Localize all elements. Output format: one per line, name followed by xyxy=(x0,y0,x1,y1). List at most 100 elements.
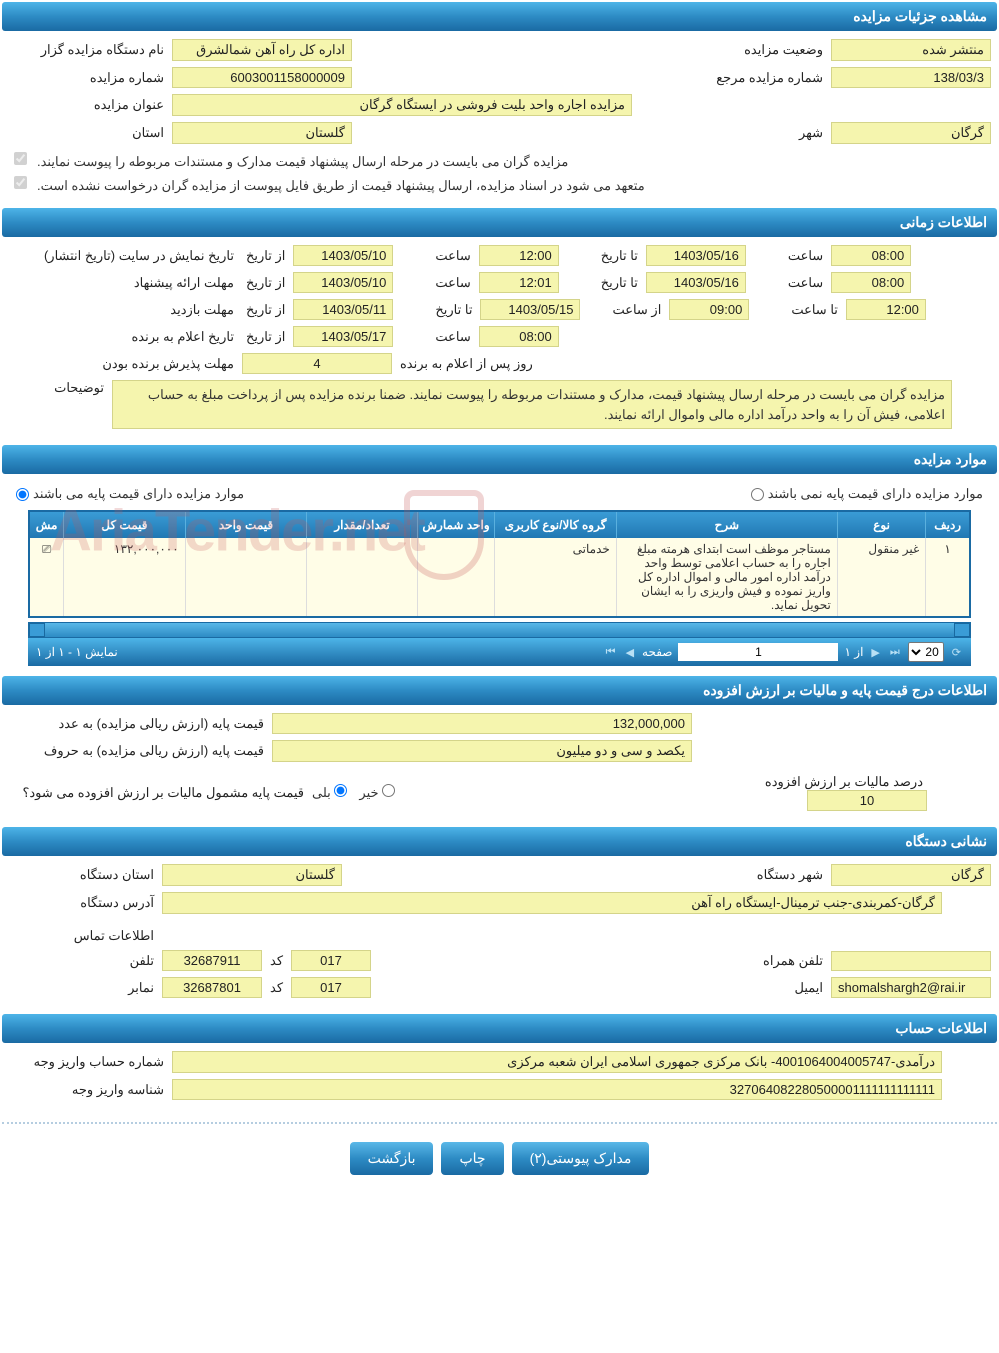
pager-display: نمایش ۱ - ۱ از ۱ xyxy=(36,645,118,659)
pager-first-icon[interactable]: ⏮ xyxy=(604,646,618,659)
hour-lbl-1: ساعت xyxy=(431,248,474,264)
email-label: ایمیل xyxy=(790,980,827,996)
section-timing-header: اطلاعات زمانی xyxy=(2,208,997,237)
visit-label: مهلت بازدید xyxy=(8,302,238,318)
orgaddr-value: گرگان-کمربندی-جنب ترمینال-ایستگاه راه آه… xyxy=(162,892,942,914)
print-button[interactable]: چاپ xyxy=(441,1142,503,1175)
vat-yes-radio[interactable] xyxy=(334,784,347,797)
docs-button[interactable]: مدارک پیوستی(۲) xyxy=(512,1142,650,1175)
status-value: منتشر شده xyxy=(831,39,991,61)
from-date-lbl-4: از تاریخ xyxy=(242,329,289,345)
radio-no-base[interactable] xyxy=(751,488,764,501)
back-button[interactable]: بازگشت xyxy=(350,1142,434,1175)
to-date-lbl-3: تا تاریخ xyxy=(431,302,476,318)
orgaddr-label: آدرس دستگاه xyxy=(8,895,158,911)
telcode-value: 017 xyxy=(291,950,371,971)
visit-from-date: 1403/05/11 xyxy=(293,299,393,320)
section-account-header: اطلاعات حساب xyxy=(2,1014,997,1043)
table-scrollbar[interactable] xyxy=(28,622,971,638)
to-date-lbl-1: تا تاریخ xyxy=(597,248,642,264)
acc-value: درآمدی-4001064004005747- بانک مرکزی جمهو… xyxy=(172,1051,942,1073)
basetxt-label: قیمت پایه (ارزش ریالی مزایده) به حروف xyxy=(8,743,268,759)
mobile-label: تلفن همراه xyxy=(759,953,827,969)
from-hour-lbl: از ساعت xyxy=(608,302,665,318)
radio-with-base[interactable] xyxy=(16,488,29,501)
cell-qty xyxy=(307,538,418,617)
pager-perpage-select[interactable]: 20 xyxy=(908,642,944,662)
cell-type: غیر منقول xyxy=(837,538,925,617)
accid-label: شناسه واریز وجه xyxy=(8,1082,168,1098)
winner-label: تاریخ اعلام به برنده xyxy=(8,329,238,345)
faxcode-label: کد xyxy=(266,980,287,996)
orgcity-label: شهر دستگاه xyxy=(753,867,827,883)
accept-days: 4 xyxy=(242,353,392,374)
orgprov-label: استان دستگاه xyxy=(8,867,158,883)
vat-no-radio[interactable] xyxy=(382,784,395,797)
hour-lbl-4: ساعت xyxy=(784,275,827,291)
orgprov-value: گلستان xyxy=(162,864,342,886)
cell-action[interactable]: ⎚ xyxy=(29,538,64,617)
section-details-header: مشاهده جزئیات مزایده xyxy=(2,2,997,31)
accept-label: مهلت پذیرش برنده بودن xyxy=(8,356,238,372)
mobile-value xyxy=(831,951,991,971)
separator xyxy=(2,1122,997,1124)
note2-text: متعهد می شود در اسناد مزایده، ارسال پیشن… xyxy=(31,176,651,196)
pub-label: تاریخ نمایش در سایت (تاریخ انتشار) xyxy=(8,248,238,264)
col-qty: تعداد/مقدار xyxy=(307,511,418,538)
winner-hour: 08:00 xyxy=(479,326,559,347)
basenum-value: 132,000,000 xyxy=(272,713,692,734)
vat-question: قیمت پایه مشمول مالیات بر ارزش افزوده می… xyxy=(8,785,308,801)
tel-label: تلفن xyxy=(8,953,158,969)
items-table: ردیف نوع شرح گروه کالا/نوع کاربری واحد ش… xyxy=(28,510,971,618)
vatpct-value: 10 xyxy=(807,790,927,811)
cell-idx: ۱ xyxy=(926,538,970,617)
cell-unit xyxy=(417,538,494,617)
fax-label: نمابر xyxy=(8,980,158,996)
ref-label: شماره مزایده مرجع xyxy=(712,70,827,86)
col-idx: ردیف xyxy=(926,511,970,538)
offer-from-date: 1403/05/10 xyxy=(293,272,393,293)
pager-next-icon[interactable]: ▶ xyxy=(869,646,881,659)
pager-page-label: صفحه xyxy=(642,645,672,659)
scroll-right-icon[interactable] xyxy=(954,623,970,637)
cell-uprice xyxy=(185,538,307,617)
pub-to-hour: 08:00 xyxy=(831,245,911,266)
vat-yes-label: بلی xyxy=(312,785,331,800)
col-type: نوع xyxy=(837,511,925,538)
num-label: شماره مزایده xyxy=(8,70,168,86)
table-row[interactable]: ۱ غیر منقول مستاجر موظف است ابتدای هرمته… xyxy=(29,538,970,617)
pager: نمایش ۱ - ۱ از ۱ ⏮ ◀ صفحه از ۱ ▶ ⏭ 20 ⟳ xyxy=(28,638,971,666)
basenum-label: قیمت پایه (ارزش ریالی مزایده) به عدد xyxy=(8,716,268,732)
title-value: مزایده اجاره واحد بلیت فروشی در ایستگاه … xyxy=(172,94,632,116)
col-unit: واحد شمارش xyxy=(417,511,494,538)
pager-refresh-icon[interactable]: ⟳ xyxy=(950,646,963,659)
section-org-header: نشانی دستگاه xyxy=(2,827,997,856)
org-label: نام دستگاه مزایده گزار xyxy=(8,42,168,58)
radio-no-base-label: موارد مزایده دارای قیمت پایه نمی باشند xyxy=(768,486,983,502)
pager-prev-icon[interactable]: ◀ xyxy=(624,646,636,659)
winner-date: 1403/05/17 xyxy=(293,326,393,347)
pub-to-date: 1403/05/16 xyxy=(646,245,746,266)
from-date-lbl: از تاریخ xyxy=(242,248,289,264)
fax-value: 32687801 xyxy=(162,977,262,998)
contact-label: اطلاعات تماس xyxy=(8,928,158,944)
province-label: استان xyxy=(8,125,168,141)
accid-value: 327064082280500001111111111111 xyxy=(172,1079,942,1100)
email-value: shomalshargh2@rai.ir xyxy=(831,977,991,998)
section-pricing-header: اطلاعات درج قیمت پایه و مالیات بر ارزش ا… xyxy=(2,676,997,705)
visit-to-date: 1403/05/15 xyxy=(480,299,580,320)
basetxt-value: یکصد و سی و دو میلیون xyxy=(272,740,692,762)
col-action: مش xyxy=(29,511,64,538)
cell-total: ۱۳۲,۰۰۰,۰۰۰ xyxy=(64,538,186,617)
col-total: قیمت کل xyxy=(64,511,186,538)
note1-checkbox xyxy=(14,152,27,165)
pub-from-date: 1403/05/10 xyxy=(293,245,393,266)
hour-lbl-5: ساعت xyxy=(431,329,474,345)
visit-from-hour: 09:00 xyxy=(669,299,749,320)
cell-desc: مستاجر موظف است ابتدای هرمته مبلغ اجاره … xyxy=(616,538,837,617)
pager-last-icon[interactable]: ⏭ xyxy=(888,646,902,659)
pager-page-input[interactable] xyxy=(678,643,838,661)
acc-label: شماره حساب واریز وجه xyxy=(8,1054,168,1070)
desc-value: مزایده گران می بایست در مرحله ارسال پیشن… xyxy=(112,380,952,429)
scroll-left-icon[interactable] xyxy=(29,623,45,637)
